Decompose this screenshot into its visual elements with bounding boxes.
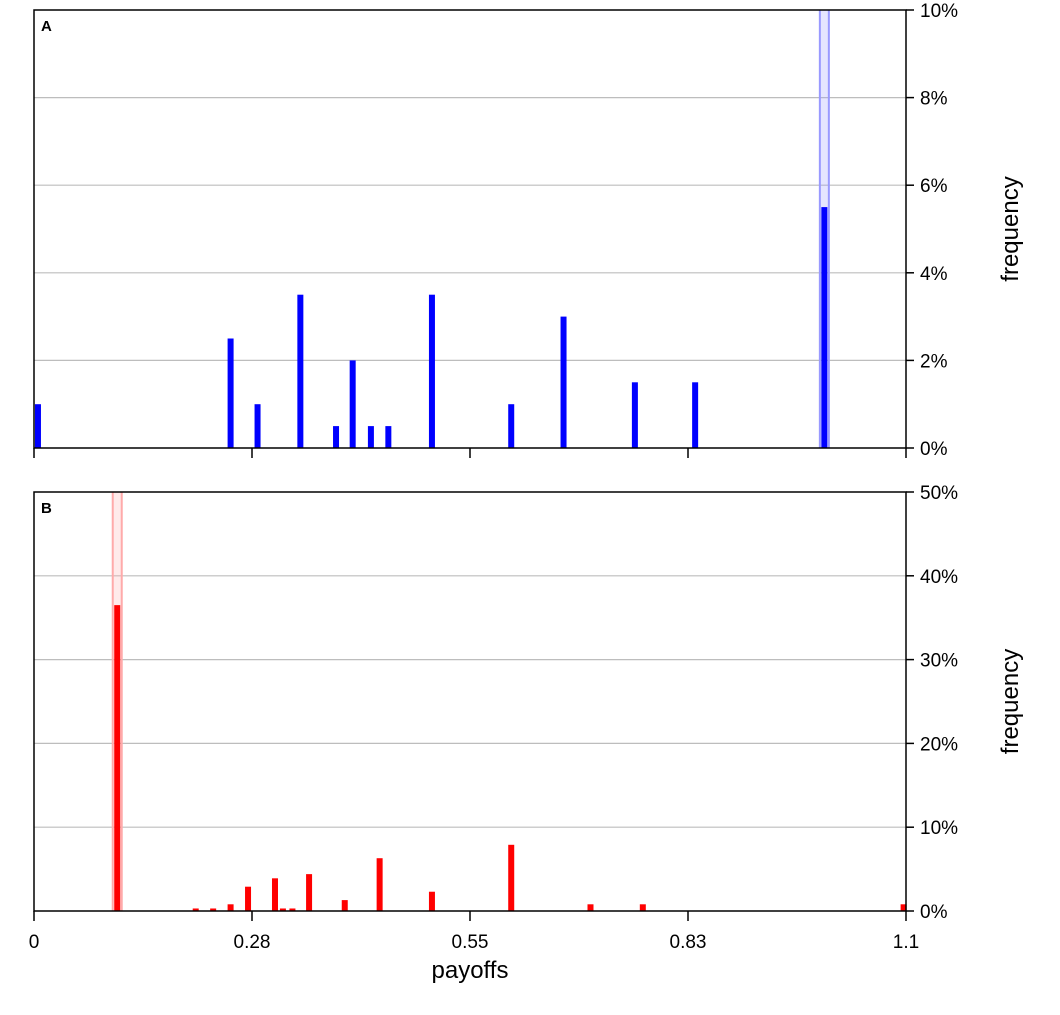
panel-b-frame (33, 491, 907, 912)
panel-a-bar-7 (385, 426, 392, 448)
panel-b-ytick-label-2: 20% (920, 734, 958, 755)
panel-b-ytick-label-1: 10% (920, 818, 958, 839)
panel-b-bar-11 (428, 891, 435, 911)
panel-a-ytick-label-0: 0% (920, 439, 948, 460)
panel-b-xlabel: payoffs (432, 957, 509, 984)
panel-b-bar-6 (279, 908, 286, 911)
panel-b-bar-4 (245, 886, 252, 911)
panel-a-bar-9 (508, 404, 515, 448)
panel-b-bar-0 (114, 605, 121, 911)
panel-b-bar-1 (192, 908, 199, 911)
panel-a-bar-3 (297, 294, 304, 448)
panel-b-xtick-label-0: 0 (29, 932, 40, 953)
panel-a-label: A (41, 18, 52, 35)
panel-b-bar-14 (639, 904, 646, 911)
panel-b-ytick-label-0: 0% (920, 902, 948, 923)
panel-a-bar-1 (227, 338, 234, 448)
panel-a-ytick-label-5: 10% (920, 1, 958, 22)
panel-a-ytick-label-1: 2% (920, 351, 948, 372)
panel-b-bar-12 (508, 844, 515, 911)
panel-a-bar-5 (349, 360, 356, 448)
panel-b-label: B (41, 500, 52, 517)
panel-b-ytick-label-4: 40% (920, 567, 958, 588)
panel-a-bar-12 (692, 382, 699, 448)
panel-a-frame (33, 9, 907, 449)
panel-b-bar-15 (900, 904, 907, 911)
panel-b-xtick-label-4: 1.1 (893, 932, 919, 953)
panel-b-ytick-label-5: 50% (920, 483, 958, 504)
panel-a-bar-10 (560, 316, 567, 448)
panel-b-ytick-label-3: 30% (920, 651, 958, 672)
panel-b-xtick-label-3: 0.83 (670, 932, 707, 953)
panel-a-bar-2 (254, 404, 261, 448)
panel-b-bar-7 (289, 908, 296, 911)
panel-b-bar-13 (587, 904, 594, 911)
panel-a-bar-8 (428, 294, 435, 448)
panel-b-xtick-label-1: 0.28 (234, 932, 271, 953)
panel-b: 0% 10% 20% 30% 40% 50% 0 0.28 0.55 0.83 1.1 Bfreque… (29, 483, 1024, 984)
panel-b-ylabel: frequency (997, 649, 1024, 754)
panel-b-bar-5 (271, 878, 278, 911)
panel-a-ytick-label-3: 6% (920, 176, 948, 197)
panel-a-bar-13 (821, 207, 828, 448)
panel-b-xtick-label-2: 0.55 (452, 932, 489, 953)
panel-a-bar-0 (34, 404, 41, 448)
panel-a-ytick-label-4: 8% (920, 89, 948, 110)
panel-a-bar-4 (333, 426, 340, 448)
panel-b-bar-3 (227, 904, 234, 911)
panel-b-bar-8 (306, 874, 313, 911)
panel-a-bar-6 (367, 426, 374, 448)
panel-a-ytick-label-2: 4% (920, 264, 948, 285)
panel-b-bar-2 (210, 908, 217, 911)
panel-a-ylabel: frequency (997, 176, 1024, 281)
panel-a-bar-11 (631, 382, 638, 448)
panel-b-bar-10 (376, 858, 383, 911)
panel-b-bar-9 (341, 900, 348, 911)
